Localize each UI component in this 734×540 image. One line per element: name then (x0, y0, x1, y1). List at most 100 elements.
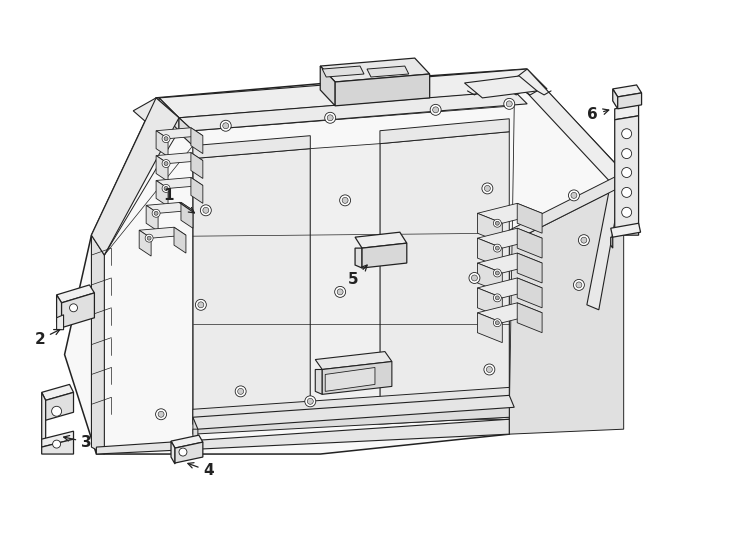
Polygon shape (320, 58, 429, 82)
Polygon shape (146, 205, 158, 231)
Circle shape (622, 207, 632, 217)
Polygon shape (316, 369, 322, 394)
Circle shape (337, 289, 343, 295)
Circle shape (581, 237, 587, 243)
Polygon shape (380, 132, 509, 424)
Polygon shape (65, 69, 624, 454)
Polygon shape (156, 180, 168, 206)
Polygon shape (517, 204, 542, 233)
Text: 1: 1 (164, 188, 195, 213)
Circle shape (162, 134, 170, 143)
Polygon shape (477, 278, 542, 298)
Circle shape (482, 183, 493, 194)
Circle shape (622, 129, 632, 139)
Text: 4: 4 (188, 463, 214, 478)
Polygon shape (171, 441, 175, 464)
Circle shape (571, 192, 577, 198)
Polygon shape (139, 227, 186, 238)
Circle shape (576, 282, 582, 288)
Polygon shape (362, 243, 407, 268)
Polygon shape (159, 69, 547, 118)
Polygon shape (477, 288, 502, 318)
Circle shape (222, 123, 229, 129)
Circle shape (308, 399, 313, 404)
Circle shape (493, 219, 501, 227)
Polygon shape (611, 223, 641, 237)
Circle shape (493, 319, 501, 327)
Circle shape (156, 409, 167, 420)
Circle shape (484, 185, 490, 191)
Polygon shape (509, 185, 624, 434)
Polygon shape (614, 105, 639, 120)
Circle shape (164, 161, 168, 166)
Polygon shape (57, 285, 95, 303)
Polygon shape (159, 98, 179, 131)
Circle shape (495, 321, 499, 325)
Circle shape (487, 367, 493, 373)
Circle shape (504, 98, 515, 109)
Polygon shape (156, 153, 203, 164)
Circle shape (53, 440, 61, 448)
Polygon shape (614, 116, 639, 235)
Polygon shape (193, 136, 310, 159)
Polygon shape (57, 295, 62, 330)
Polygon shape (62, 293, 95, 328)
Text: 2: 2 (34, 329, 60, 347)
Circle shape (430, 104, 441, 116)
Polygon shape (517, 303, 542, 333)
Circle shape (493, 269, 501, 277)
Polygon shape (477, 213, 502, 243)
Polygon shape (477, 303, 542, 323)
Circle shape (495, 221, 499, 225)
Circle shape (622, 167, 632, 178)
Polygon shape (587, 172, 624, 310)
Polygon shape (191, 128, 203, 153)
Circle shape (238, 388, 244, 394)
Polygon shape (322, 361, 392, 394)
Polygon shape (316, 352, 392, 369)
Polygon shape (611, 237, 613, 248)
Circle shape (568, 190, 579, 201)
Circle shape (493, 244, 501, 252)
Circle shape (374, 374, 385, 385)
Circle shape (158, 411, 164, 417)
Polygon shape (322, 66, 364, 77)
Circle shape (162, 160, 170, 167)
Polygon shape (193, 387, 509, 419)
Polygon shape (380, 119, 509, 144)
Polygon shape (46, 393, 73, 420)
Polygon shape (174, 227, 186, 253)
Text: 5: 5 (348, 265, 367, 287)
Circle shape (203, 207, 208, 213)
Text: 3: 3 (64, 435, 92, 450)
Circle shape (493, 294, 501, 302)
Circle shape (377, 376, 383, 382)
Polygon shape (171, 435, 203, 448)
Polygon shape (42, 431, 73, 447)
Polygon shape (517, 278, 542, 308)
Polygon shape (42, 439, 73, 454)
Circle shape (147, 236, 151, 240)
Circle shape (145, 234, 153, 242)
Polygon shape (92, 235, 104, 454)
Polygon shape (181, 202, 193, 228)
Polygon shape (477, 238, 502, 268)
Polygon shape (175, 442, 203, 463)
Circle shape (495, 271, 499, 275)
Polygon shape (477, 313, 502, 342)
Polygon shape (139, 230, 151, 256)
Polygon shape (515, 69, 624, 183)
Circle shape (342, 198, 348, 204)
Circle shape (235, 386, 246, 397)
Polygon shape (133, 98, 179, 131)
Polygon shape (477, 204, 542, 223)
Polygon shape (57, 315, 64, 330)
Circle shape (506, 101, 512, 107)
Circle shape (198, 302, 204, 308)
Circle shape (495, 296, 499, 300)
Circle shape (195, 299, 206, 310)
Polygon shape (618, 93, 642, 109)
Circle shape (152, 210, 160, 217)
Circle shape (622, 148, 632, 159)
Polygon shape (193, 429, 198, 454)
